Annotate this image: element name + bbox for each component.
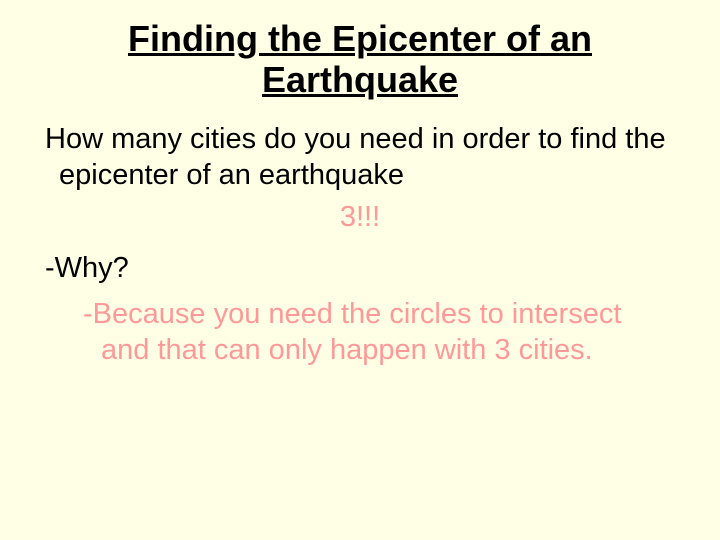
why-label: -Why? [45,250,675,286]
question-text: How many cities do you need in order to … [45,121,675,194]
slide: Finding the Epicenter of an Earthquake H… [0,0,720,540]
answer-text: 3!!! [45,199,675,235]
slide-content: How many cities do you need in order to … [0,101,720,369]
slide-title: Finding the Epicenter of an Earthquake [80,0,640,101]
because-text: -Because you need the circles to interse… [45,296,661,369]
